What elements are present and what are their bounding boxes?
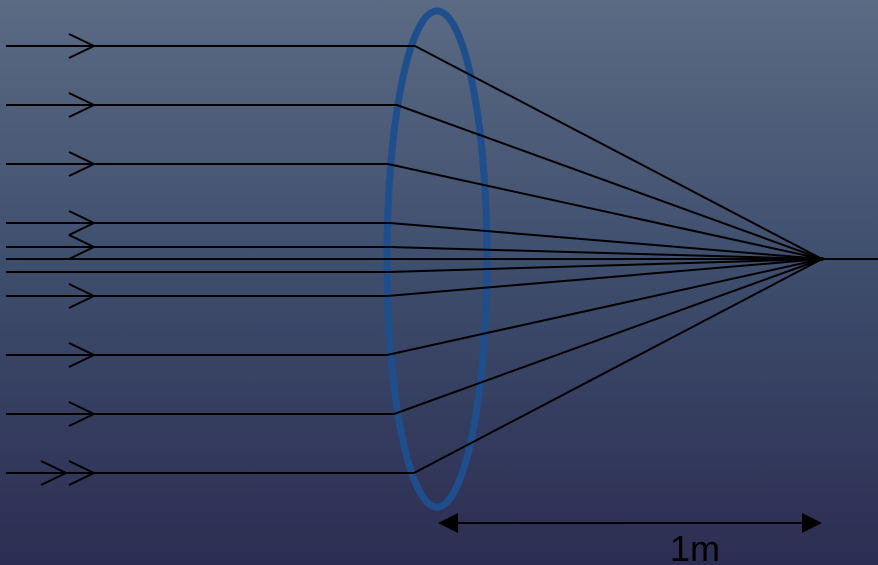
- refracted-ray: [389, 222, 823, 260]
- refracted-ray: [413, 258, 823, 474]
- chevron-right-icon: [68, 234, 97, 260]
- refracted-ray: [387, 163, 823, 260]
- chevron-right-icon: [68, 92, 97, 118]
- chevron-right-icon: [68, 342, 97, 368]
- chevron-right-icon: [68, 401, 97, 427]
- refracted-ray: [386, 258, 823, 356]
- chevron-right-icon: [68, 33, 97, 59]
- refracted-ray: [414, 45, 823, 260]
- chevron-right-icon: [40, 460, 69, 486]
- refracted-ray: [393, 258, 823, 415]
- refracted-ray: [386, 258, 823, 297]
- chevron-right-icon: [68, 151, 97, 177]
- light-rays: [6, 33, 823, 486]
- focal-point: [820, 257, 824, 261]
- chevron-right-icon: [68, 460, 97, 486]
- distance-label: 1m: [670, 528, 720, 565]
- refracted-ray: [388, 246, 823, 260]
- refracted-ray: [388, 258, 823, 273]
- chevron-right-icon: [68, 210, 97, 236]
- refracted-ray: [396, 104, 823, 260]
- chevron-right-icon: [68, 283, 97, 309]
